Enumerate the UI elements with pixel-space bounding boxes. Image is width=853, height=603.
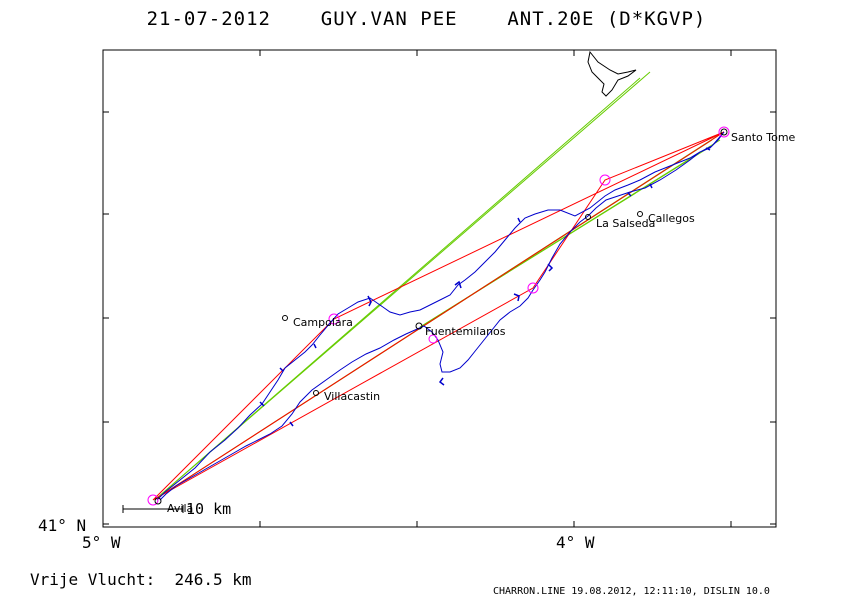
map-outline xyxy=(587,50,637,97)
thermal-marks xyxy=(259,147,711,427)
flight-track xyxy=(156,131,725,501)
footer-credit: CHARRON.LINE 19.08.2012, 12:11:10, DISLI… xyxy=(493,586,770,597)
place-label-callegos: Callegos xyxy=(648,212,695,225)
free-flight-distance: Vrije Vlucht: 246.5 km xyxy=(30,570,252,589)
place-label-villacastin: Villacastin xyxy=(324,390,380,403)
scale-bar xyxy=(122,505,184,513)
page-title: 21-07-2012 GUY.VAN PEE ANT.20E (D*KGVP) xyxy=(146,8,707,30)
lon-label-west5: 5° W xyxy=(82,533,121,552)
scale-bar-label: 10 km xyxy=(186,500,231,518)
lon-label-west4: 4° W xyxy=(556,533,595,552)
sector-lines xyxy=(156,71,723,499)
place-label-campolara: Campolara xyxy=(293,316,353,329)
task-lines xyxy=(152,131,725,501)
place-label-fuentemilanos: Fuentemilanos xyxy=(425,325,506,338)
lat-label: 41° N xyxy=(38,516,86,535)
place-label-la-salseda: La Salseda xyxy=(596,217,655,230)
map-frame xyxy=(102,49,777,528)
place-markers xyxy=(154,128,728,505)
place-label-santo-tome: Santo Tome xyxy=(731,131,796,144)
axis-ticks xyxy=(103,50,776,527)
turnpoint-circles xyxy=(147,126,730,506)
